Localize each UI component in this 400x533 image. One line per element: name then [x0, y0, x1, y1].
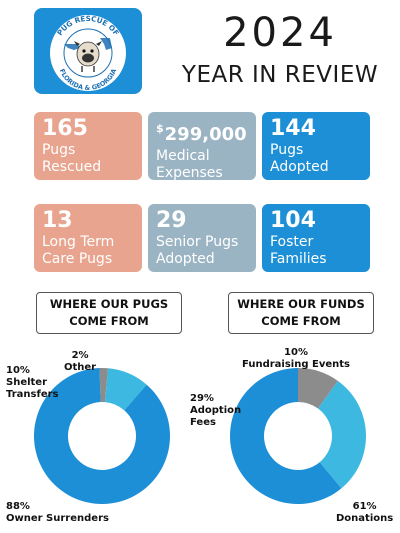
slice-name: Donations — [336, 513, 394, 524]
donut-slice-donations — [230, 368, 342, 504]
section-header-line2: COME FROM — [69, 314, 149, 328]
stat-tile-medical-expenses: $299,000 Medical Expenses — [148, 112, 256, 181]
stat-label-line1: Foster — [270, 234, 314, 250]
stat-label-line1: Senior Pugs — [156, 234, 239, 250]
stat-value-amount: 299,000 — [164, 124, 247, 145]
florida-shape — [64, 44, 80, 50]
slice-name: Shelter Transfers — [6, 377, 59, 400]
slice-name: Owner Surrenders — [6, 513, 109, 524]
donut-slice-fundraising-events — [298, 368, 338, 409]
stat-label-line2: Adopted — [156, 251, 215, 267]
section-header-line1: WHERE OUR FUNDS — [237, 297, 365, 311]
page-title-year: 2024 — [223, 10, 337, 56]
donut-slice-adoption-fees — [317, 380, 366, 489]
funds-source-donut-chart — [230, 368, 366, 504]
currency-symbol: $ — [156, 122, 164, 135]
slice-label-fundraising-events: 10% Fundraising Events — [240, 347, 352, 371]
pug-rescue-logo: PUG RESCUE OF FLORIDA & GEORGIA — [50, 14, 126, 92]
pugs-source-donut-chart — [34, 368, 170, 504]
slice-label-donations: 61% Donations — [336, 501, 393, 525]
slice-pct: 2% — [71, 350, 89, 361]
slice-pct: 10% — [284, 347, 308, 358]
donut-slice-shelter-transfers — [104, 368, 147, 411]
page-subtitle: YEAR IN REVIEW — [181, 62, 379, 88]
slice-label-owner-surrenders: 88% Owner Surrenders — [6, 501, 109, 525]
slice-pct: 61% — [352, 501, 377, 512]
donut-slice-owner-surrenders — [34, 368, 170, 504]
section-header-line1: WHERE OUR PUGS — [49, 297, 169, 311]
slice-label-adoption-fees: 29% Adoption Fees — [190, 393, 242, 429]
slice-name: Fundraising Events — [242, 359, 350, 370]
stat-value: 104 — [270, 208, 316, 233]
slice-pct: 88% — [6, 501, 30, 512]
stat-label-line1: Pugs — [42, 142, 76, 158]
stat-label-line2: Expenses — [156, 165, 223, 181]
slice-pct: 10% — [6, 365, 30, 376]
stat-value: 29 — [156, 208, 187, 233]
stat-tile-foster-families: 104 Foster Families — [262, 204, 370, 272]
stat-label-line2: Families — [270, 251, 327, 267]
stat-label-line2: Adopted — [270, 159, 329, 175]
stat-tile-long-term-care: 13 Long Term Care Pugs — [34, 204, 142, 272]
section-header-funds: WHERE OUR FUNDS COME FROM — [228, 292, 374, 334]
georgia-shape — [100, 38, 112, 50]
slice-pct: 29% — [190, 393, 214, 404]
slice-label-other: 2% Other — [64, 350, 96, 374]
stat-tile-pugs-rescued: 165 Pugs Rescued — [34, 112, 142, 180]
stat-value: 144 — [270, 116, 316, 141]
section-header-line2: COME FROM — [261, 314, 341, 328]
stat-label-line2: Rescued — [42, 159, 102, 175]
slice-label-shelter-transfers: 10% Shelter Transfers — [6, 365, 59, 401]
stat-label-line2: Care Pugs — [42, 251, 113, 267]
slice-name: Other — [64, 362, 97, 373]
logo: PUG RESCUE OF FLORIDA & GEORGIA — [34, 8, 142, 94]
donut-slice-other — [99, 368, 108, 403]
stat-tile-senior-pugs: 29 Senior Pugs Adopted — [148, 204, 256, 272]
slice-name: Adoption Fees — [190, 405, 242, 428]
stat-label-line1: Medical — [156, 148, 210, 164]
stat-value: 13 — [42, 208, 73, 233]
stat-label-line1: Long Term — [42, 234, 115, 250]
pug-icon — [74, 41, 102, 72]
section-header-pugs: WHERE OUR PUGS COME FROM — [36, 292, 182, 334]
stat-tile-pugs-adopted: 144 Pugs Adopted — [262, 112, 370, 180]
stat-value: 165 — [42, 116, 88, 141]
stat-label-line1: Pugs — [270, 142, 304, 158]
stat-value: $299,000 — [156, 116, 248, 148]
